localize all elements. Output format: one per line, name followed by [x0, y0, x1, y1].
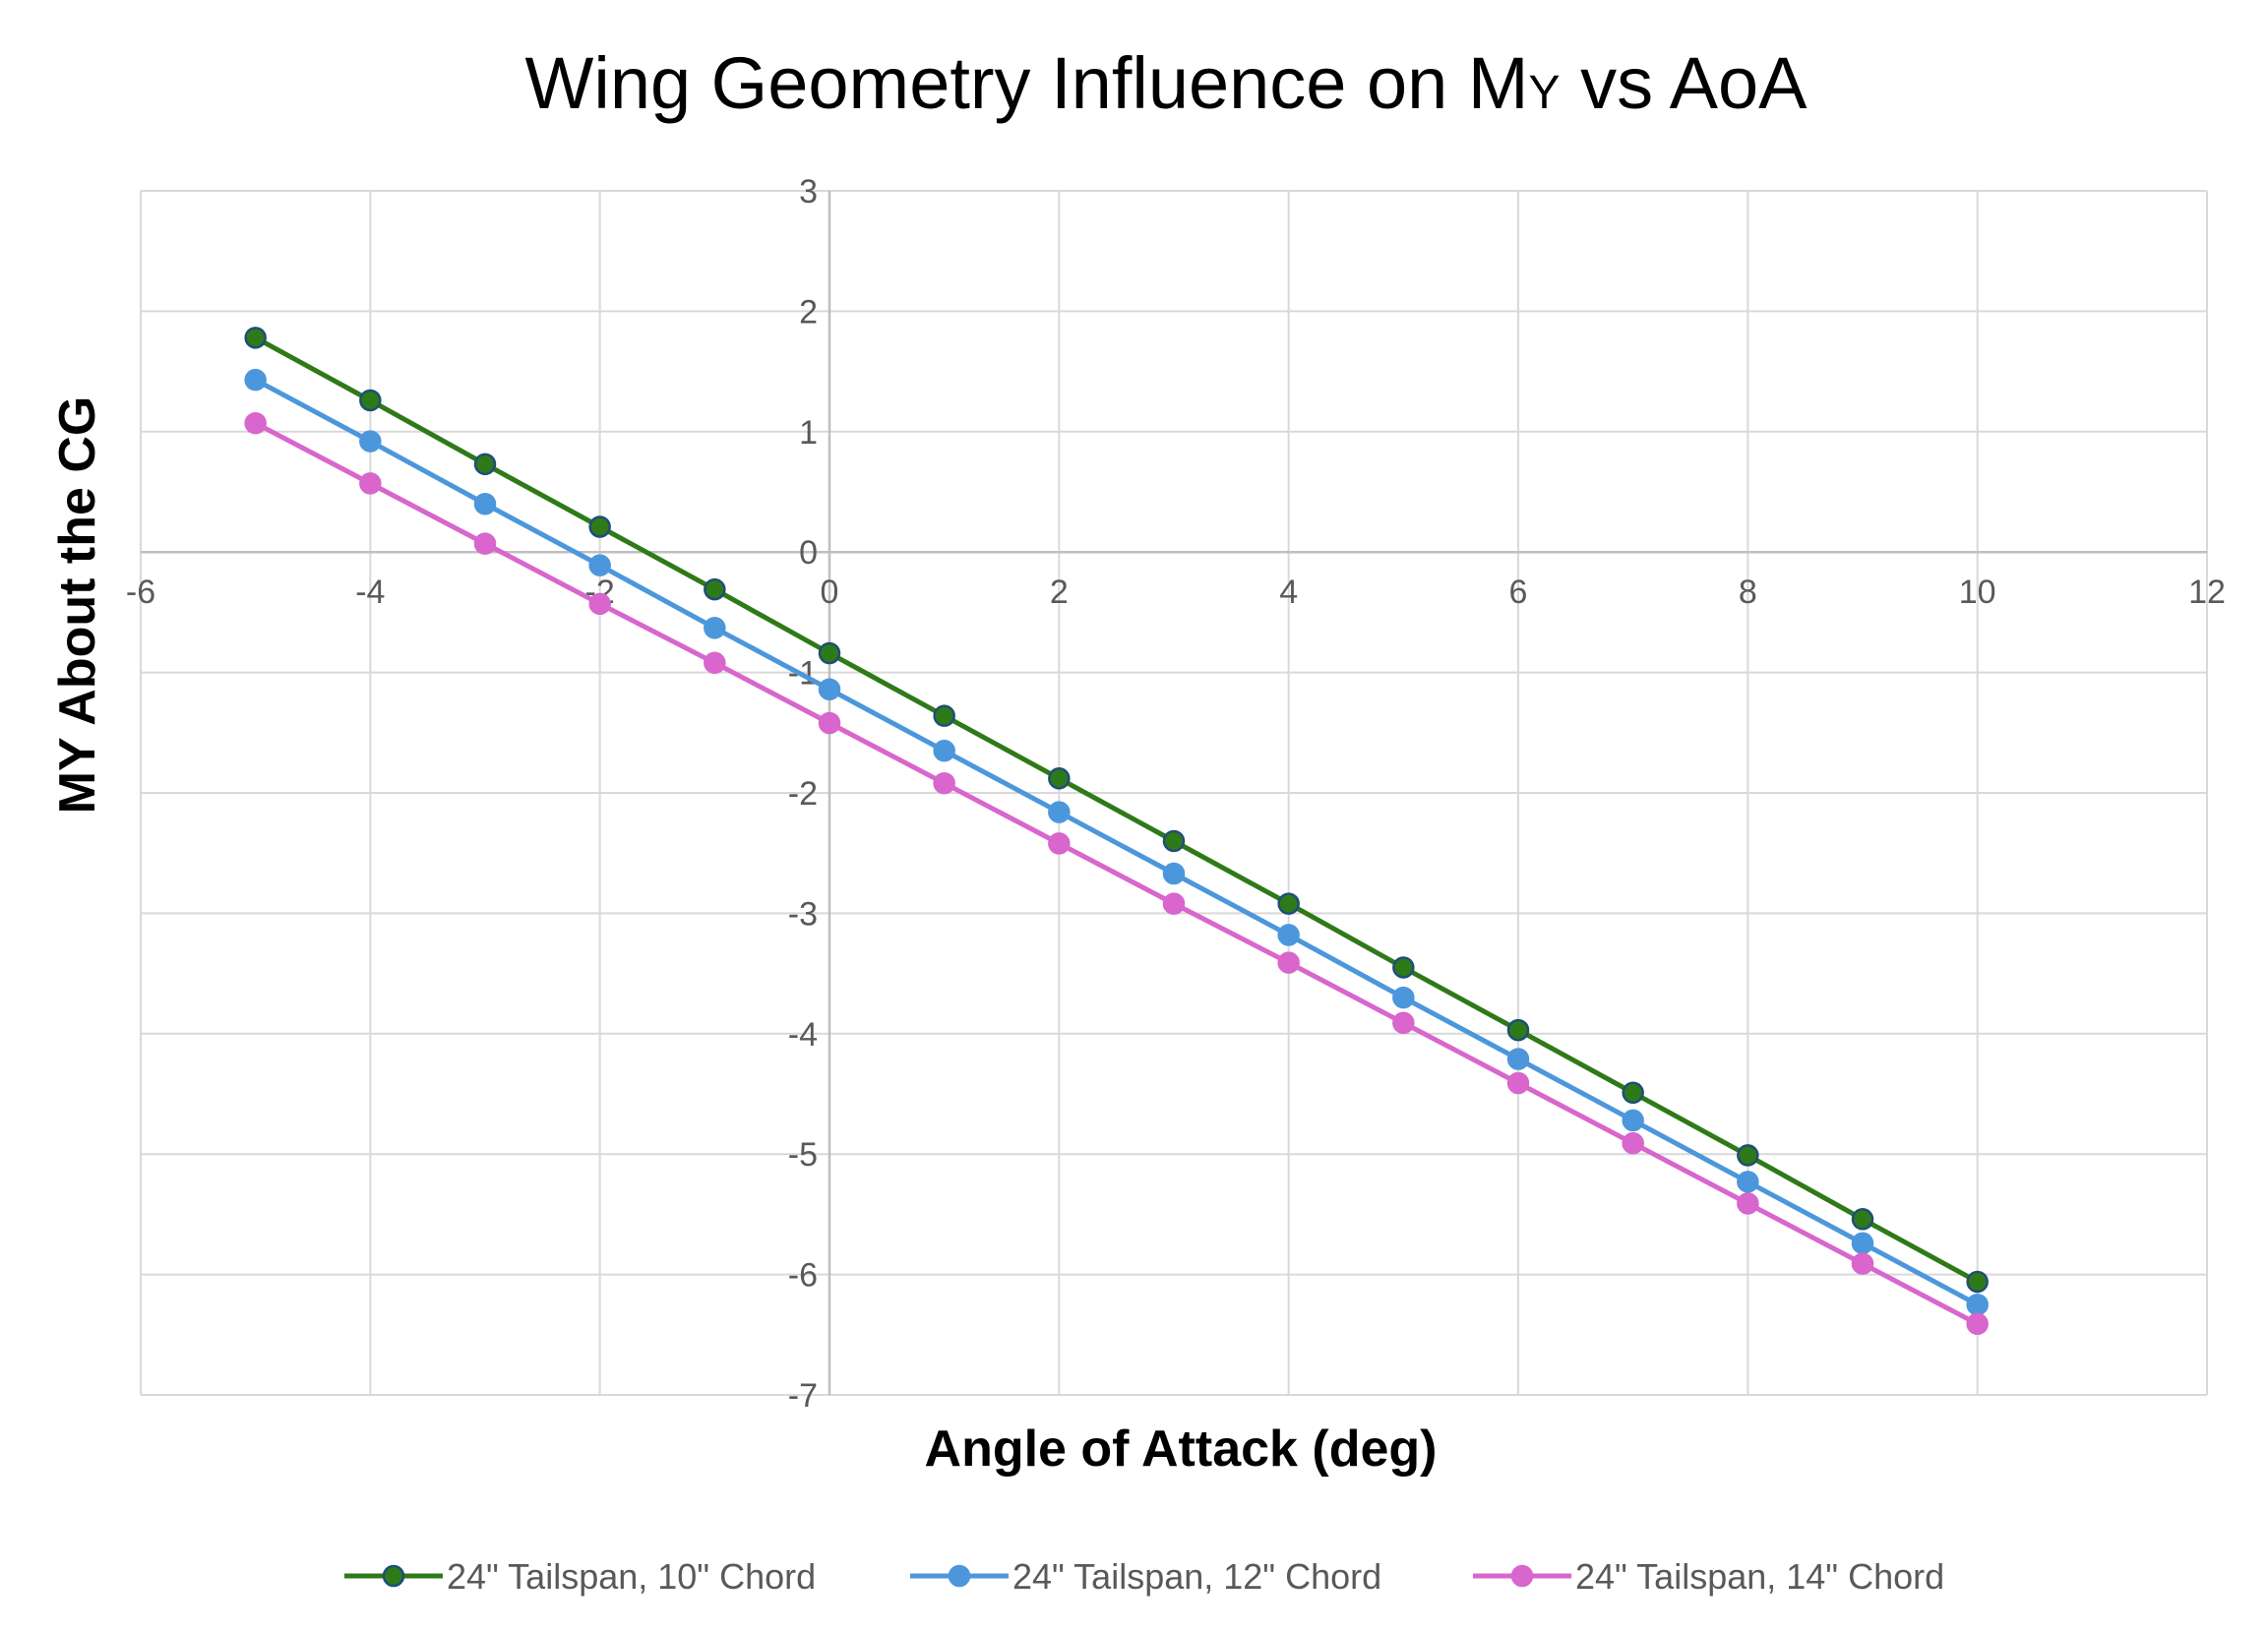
- data-point: [1737, 1171, 1759, 1193]
- data-series: [244, 327, 1989, 1336]
- data-point: [1277, 951, 1300, 974]
- x-tick-label: 8: [1739, 574, 1757, 611]
- data-point: [473, 492, 497, 515]
- data-point: [588, 515, 611, 538]
- data-point: [1622, 1081, 1644, 1105]
- x-tick-label: 0: [821, 574, 839, 611]
- data-point: [818, 641, 841, 665]
- x-tick-label: -6: [126, 574, 155, 611]
- y-tick-label: 1: [799, 414, 818, 452]
- x-tick-label: 10: [1959, 574, 1996, 611]
- data-point: [588, 592, 611, 616]
- y-tick-label: -2: [788, 775, 818, 813]
- data-point: [244, 327, 267, 349]
- data-point: [1737, 1144, 1759, 1167]
- data-point: [1966, 1312, 1989, 1336]
- x-tick-label: 4: [1279, 574, 1298, 611]
- data-point: [1392, 1011, 1415, 1035]
- legend-marker: [948, 1564, 971, 1588]
- data-point: [1622, 1131, 1644, 1155]
- legend: 24" Tailspan, 10" Chord 24" Tailspan, 12"…: [344, 1556, 1944, 1597]
- data-point: [1162, 862, 1186, 885]
- data-point: [1277, 892, 1300, 915]
- data-point: [359, 430, 382, 453]
- legend-item-2: 24" Tailspan, 12" Chord: [910, 1556, 1381, 1597]
- title-subscript: Y: [1529, 67, 1561, 119]
- data-point: [818, 678, 841, 700]
- data-point: [1277, 924, 1300, 946]
- y-tick-label: -3: [788, 895, 818, 933]
- legend-item-3: 24" Tailspan, 14" Chord: [1473, 1556, 1944, 1597]
- data-point: [1737, 1192, 1759, 1215]
- legend-label: 24" Tailspan, 14" Chord: [1575, 1556, 1944, 1597]
- data-point: [1506, 1018, 1530, 1042]
- data-point: [1392, 956, 1415, 979]
- data-point: [359, 472, 382, 495]
- data-point: [704, 651, 726, 675]
- chart-title: Wing Geometry Influence on MY vs AoA: [525, 42, 1808, 124]
- x-tick-label: 12: [2188, 574, 2226, 611]
- series-line: [254, 420, 1979, 1327]
- y-axis-title: MY About the CG: [49, 396, 106, 815]
- legend-item-1: 24" Tailspan, 10" Chord: [344, 1556, 816, 1597]
- series-3: [244, 411, 1989, 1336]
- y-tick-label: -6: [788, 1257, 818, 1295]
- data-point: [1851, 1232, 1874, 1255]
- y-tick-label: 2: [799, 293, 818, 331]
- y-tick-label: 0: [799, 534, 818, 572]
- data-point: [1851, 1252, 1874, 1275]
- data-point: [473, 453, 497, 476]
- x-tick-label: 6: [1509, 574, 1528, 611]
- y-tick-label: -5: [788, 1136, 818, 1174]
- legend-label: 24" Tailspan, 12" Chord: [1012, 1556, 1381, 1597]
- data-point: [1048, 767, 1071, 790]
- y-tick-label: 3: [799, 173, 818, 211]
- data-point: [1506, 1048, 1530, 1070]
- data-point: [1622, 1109, 1644, 1132]
- legend-label: 24" Tailspan, 10" Chord: [447, 1556, 816, 1597]
- legend-marker: [382, 1564, 405, 1588]
- series-1: [244, 327, 1989, 1294]
- data-point: [933, 771, 955, 795]
- data-point: [473, 532, 497, 555]
- data-point: [1162, 829, 1186, 853]
- data-point: [1392, 986, 1415, 1009]
- x-tick-label: -4: [355, 574, 385, 611]
- data-point: [818, 711, 841, 735]
- data-point: [588, 554, 611, 576]
- data-point: [1966, 1270, 1989, 1294]
- title-main: Wing Geometry Influence on M: [525, 42, 1529, 124]
- x-tick-label: 2: [1050, 574, 1069, 611]
- x-axis-title: Angle of Attack (deg): [925, 1421, 1438, 1478]
- data-point: [1506, 1071, 1530, 1095]
- data-point: [1162, 892, 1186, 915]
- title-tail: vs AoA: [1561, 42, 1808, 124]
- y-tick-label: -4: [788, 1016, 818, 1054]
- data-point: [359, 389, 382, 412]
- legend-marker: [1510, 1564, 1534, 1588]
- y-tick-label: -7: [788, 1377, 818, 1415]
- data-point: [704, 577, 726, 601]
- data-point: [1048, 801, 1071, 823]
- series-line: [254, 335, 1979, 1285]
- series-2: [244, 368, 1989, 1316]
- data-point: [1048, 832, 1071, 855]
- data-point: [933, 704, 955, 727]
- data-point: [244, 368, 267, 392]
- data-point: [704, 617, 726, 639]
- data-point: [1966, 1293, 1989, 1316]
- data-point: [244, 411, 267, 435]
- data-point: [1851, 1208, 1874, 1231]
- series-line: [254, 377, 1979, 1307]
- data-point: [933, 739, 955, 762]
